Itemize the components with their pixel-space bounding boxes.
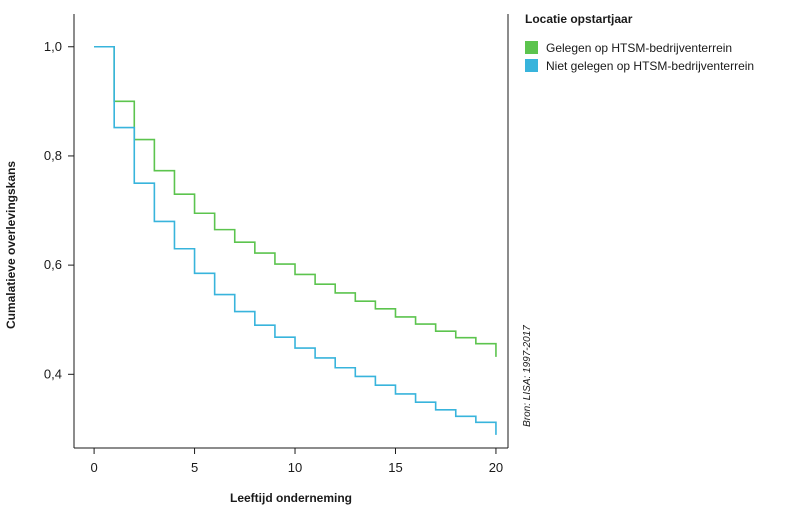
legend-swatch [525,59,538,72]
legend: Locatie opstartjaar Gelegen op HTSM-bedr… [525,12,754,73]
legend-label: Niet gelegen op HTSM-bedrijventerrein [546,59,754,73]
x-axis-title: Leeftijd onderneming [230,491,352,505]
legend-swatch [525,41,538,54]
x-tick-label: 0 [90,460,97,475]
y-tick-label: 0,6 [44,257,62,272]
series-line-1 [94,45,497,357]
plot-area [73,14,509,449]
x-tick-label: 20 [489,460,503,475]
source-note: Bron: LISA: 1997-2017 [522,325,533,427]
series-lines [94,45,497,435]
y-axis-title: Cumalatieve overlevingskans [4,161,18,329]
series-line-2 [94,45,497,435]
y-tick-label: 0,4 [44,366,62,381]
y-tick-label: 1,0 [44,39,62,54]
legend-label: Gelegen op HTSM-bedrijventerrein [546,41,732,55]
x-tick-label: 5 [191,460,198,475]
axis-ticks: 0,4 0,6 0,8 1,0 0 5 10 15 20 [44,39,503,475]
legend-title: Locatie opstartjaar [525,12,633,26]
x-tick-label: 15 [388,460,402,475]
x-tick-label: 10 [288,460,302,475]
y-tick-label: 0,8 [44,148,62,163]
